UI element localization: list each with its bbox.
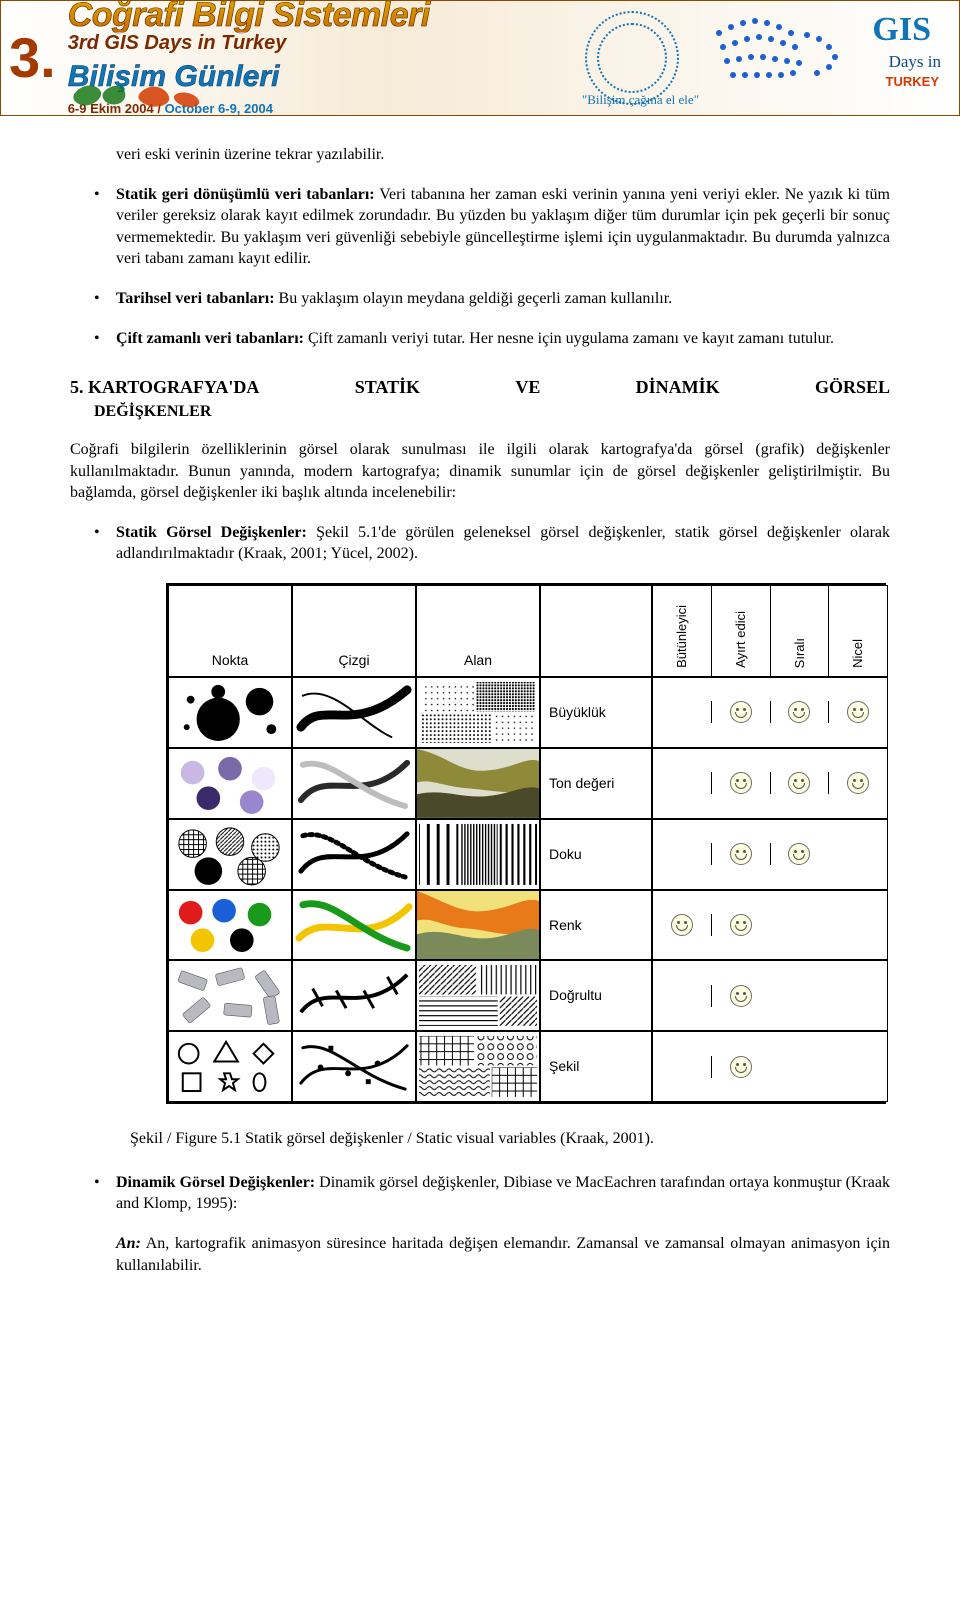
bullet-dynamic-visual: Dinamik Görsel Değişkenler: Dinamik görs…	[70, 1172, 890, 1215]
para-an: An: An, kartografik animasyon süresince …	[116, 1233, 890, 1276]
fig-r1-alan	[416, 677, 540, 748]
fig-r4-label: Renk	[540, 890, 652, 961]
fig-r2-label: Ton değeri	[540, 748, 652, 819]
fig-r2-smiles	[652, 748, 888, 819]
banner-gis: GIS	[872, 7, 931, 53]
fig-r2-alan	[416, 748, 540, 819]
conference-banner: 3. Coğrafi Bilgi Sistemleri 3rd GIS Days…	[0, 0, 960, 116]
section-5-heading: 5. KARTOGRAFYA'DA STATİK VE DİNAMİK GÖRS…	[70, 375, 890, 399]
fig-r6-label: Şekil	[540, 1031, 652, 1102]
fig-r1-label: Büyüklük	[540, 677, 652, 748]
fig-r5-cizgi	[292, 960, 416, 1031]
fig-r3-smiles	[652, 819, 888, 890]
banner-number: 3.	[9, 20, 56, 96]
bullets-top: Statik geri dönüşümlü veri tabanları: Ve…	[70, 184, 890, 350]
fig-r6-cizgi	[292, 1031, 416, 1102]
section-5-intro-para: Coğrafi bilgilerin özelliklerinin görsel…	[70, 439, 890, 504]
banner-days: Days in	[889, 51, 941, 74]
fig-r2-cizgi	[292, 748, 416, 819]
bullets-static-vars: Statik Görsel Değişkenler: Şekil 5.1'de …	[70, 522, 890, 565]
fig-r5-alan	[416, 960, 540, 1031]
fig-r6-smiles	[652, 1031, 888, 1102]
intro-fragment: veri eski verinin üzerine tekrar yazılab…	[116, 144, 890, 166]
bullet-historical-db: Tarihsel veri tabanları: Bu yaklaşım ola…	[70, 288, 890, 310]
figure-5-1-caption: Şekil / Figure 5.1 Statik görsel değişke…	[130, 1128, 890, 1150]
fig-r4-alan	[416, 890, 540, 961]
fig-r3-alan	[416, 819, 540, 890]
section-5-heading-line2: DEĞİŞKENLER	[94, 401, 890, 423]
fig-r1-nokta	[168, 677, 292, 748]
fig-r2-nokta	[168, 748, 292, 819]
fig-r6-nokta	[168, 1031, 292, 1102]
fig-r5-smiles	[652, 960, 888, 1031]
fig-r6-alan	[416, 1031, 540, 1102]
fig-hdr-blank	[540, 585, 652, 677]
bullet-bitemporal-db: Çift zamanlı veri tabanları: Çift zamanl…	[70, 328, 890, 350]
mini-world-map-icon	[67, 79, 207, 111]
bullets-dynamic-vars: Dinamik Görsel Değişkenler: Dinamik görs…	[70, 1172, 890, 1215]
banner-slogan: "Bilişim çağına el ele"	[582, 91, 699, 109]
fig-hdr-nokta: Nokta	[168, 585, 292, 677]
fig-r3-label: Doku	[540, 819, 652, 890]
fig-r4-smiles	[652, 890, 888, 961]
fig-r4-nokta	[168, 890, 292, 961]
page-content: veri eski verinin üzerine tekrar yazılab…	[0, 116, 960, 1316]
fig-r4-cizgi	[292, 890, 416, 961]
banner-turkey: TURKEY	[886, 73, 939, 91]
bullet-static-db: Statik geri dönüşümlü veri tabanları: Ve…	[70, 184, 890, 270]
fig-r3-nokta	[168, 819, 292, 890]
fig-hdr-cizgi: Çizgi	[292, 585, 416, 677]
fig-r5-nokta	[168, 960, 292, 1031]
fig-r5-label: Doğrultu	[540, 960, 652, 1031]
fig-hdr-rotated: Bütünleyici Ayırt edici Sıralı Nicel	[652, 585, 888, 677]
fig-r1-smiles	[652, 677, 888, 748]
dot-globe-icon	[709, 13, 849, 103]
fig-r3-cizgi	[292, 819, 416, 890]
fig-r1-cizgi	[292, 677, 416, 748]
fig-hdr-alan: Alan	[416, 585, 540, 677]
bullet-static-visual: Statik Görsel Değişkenler: Şekil 5.1'de …	[70, 522, 890, 565]
figure-5-1: Nokta Çizgi Alan Bütünleyici Ayırt edici…	[166, 583, 886, 1104]
